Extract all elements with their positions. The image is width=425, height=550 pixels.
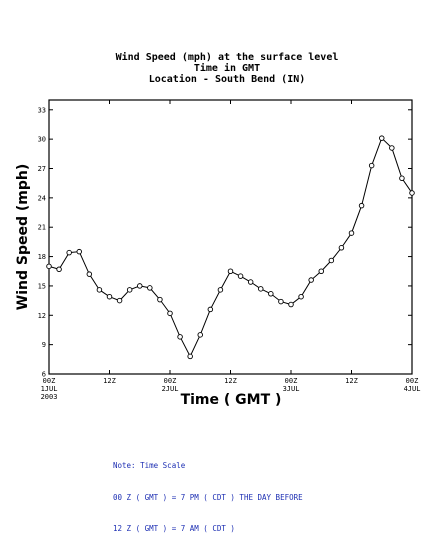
x-tick-date-label: 2JUL <box>162 385 179 393</box>
data-point <box>76 248 82 255</box>
data-point <box>379 135 385 141</box>
y-axis-label: Wind Speed (mph) <box>15 164 31 310</box>
x-tick-label: 00Z <box>43 377 56 385</box>
data-point <box>147 285 153 291</box>
data-point <box>177 334 183 340</box>
chart-title-line-1: Wind Speed (mph) at the surface level <box>116 51 339 63</box>
chart-title-line-3: Location - South Bend (IN) <box>149 73 306 85</box>
y-tick-label: 21 <box>38 224 46 232</box>
data-point <box>389 145 395 151</box>
series-line <box>48 137 413 358</box>
data-point <box>217 287 224 293</box>
data-point <box>227 268 234 275</box>
data-point <box>399 175 405 182</box>
data-point <box>187 353 193 360</box>
data-point <box>126 287 133 293</box>
data-point <box>66 249 72 256</box>
y-tick-label: 15 <box>38 282 46 290</box>
note-line: Note: Time Scale <box>113 461 186 470</box>
data-point <box>197 332 203 338</box>
data-point <box>207 306 214 313</box>
data-point <box>116 297 123 304</box>
data-point <box>368 162 375 169</box>
data-point <box>157 296 163 303</box>
x-tick-label: 00Z <box>285 377 298 385</box>
note-line: 00 Z ( GMT ) = 7 PM ( CDT ) THE DAY BEFO… <box>113 492 303 502</box>
time-scale-note: Note: Time Scale 00 Z ( GMT ) = 7 PM ( C… <box>113 440 303 545</box>
data-point <box>318 268 325 275</box>
note-line: 12 Z ( GMT ) = 7 AM ( CDT ) <box>113 524 235 533</box>
data-point <box>56 266 62 273</box>
data-point <box>247 279 254 285</box>
data-point <box>288 301 294 308</box>
data-point <box>298 293 304 300</box>
x-tick-date-label: 1JUL <box>41 385 58 393</box>
data-point <box>136 283 143 289</box>
data-point <box>96 287 103 293</box>
data-point <box>106 293 113 300</box>
x-tick-date-label: 3JUL <box>283 385 300 393</box>
x-tick-label: 00Z <box>164 377 177 385</box>
x-tick-label: 12Z <box>224 377 237 385</box>
y-tick-label: 12 <box>38 312 46 320</box>
data-point <box>348 230 355 236</box>
x-axis-label: Time ( GMT ) <box>181 392 282 408</box>
data-point <box>86 271 93 277</box>
data-point <box>167 310 173 317</box>
y-axis-ticks: 6 9 12 15 18 21 24 27 30 33 <box>38 106 412 379</box>
data-point <box>258 286 264 292</box>
data-point <box>46 263 52 270</box>
data-point <box>328 257 335 264</box>
x-tick-label: 00Z <box>406 377 419 385</box>
data-point <box>237 273 244 279</box>
x-tick-year-label: 2003 <box>41 393 58 401</box>
plot-area-frame <box>48 99 413 375</box>
data-point <box>358 202 365 209</box>
data-point <box>278 298 284 305</box>
y-tick-label: 33 <box>38 106 46 114</box>
y-tick-label: 9 <box>42 341 46 349</box>
y-tick-label: 30 <box>38 136 46 144</box>
data-point <box>308 277 314 283</box>
y-tick-label: 18 <box>38 253 46 261</box>
chart-title-line-2: Time in GMT <box>194 62 260 74</box>
x-tick-label: 12Z <box>103 377 116 385</box>
data-point <box>409 190 415 196</box>
series-layer <box>46 135 415 360</box>
data-point <box>268 291 274 297</box>
x-tick-label: 12Z <box>345 377 358 385</box>
y-tick-label: 6 <box>42 371 46 379</box>
data-point <box>338 245 345 251</box>
y-tick-label: 24 <box>38 194 46 202</box>
y-tick-label: 27 <box>38 165 46 173</box>
x-tick-date-label: 4JUL <box>404 385 421 393</box>
